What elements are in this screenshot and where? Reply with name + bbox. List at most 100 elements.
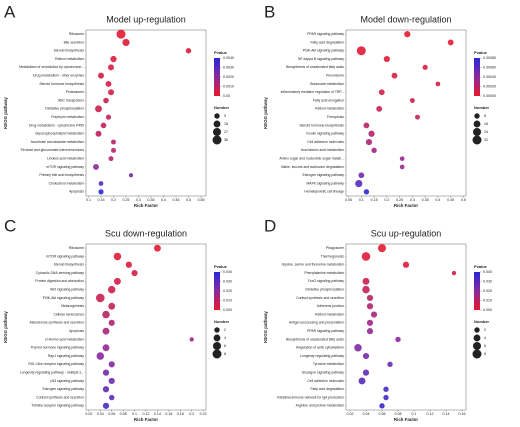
bubble: [363, 189, 370, 195]
size-legend-label: 2: [484, 328, 486, 332]
bubble: [108, 361, 115, 368]
category-label: Arachidonic acid metabolism: [301, 148, 344, 152]
colorbar-tick-label: 0.0040: [223, 56, 234, 60]
x-tick-label: 0.14: [443, 412, 450, 416]
bubble: [108, 64, 114, 71]
category-label: Linoleic acid metabolism: [47, 157, 84, 161]
category-label: Glycine, serine and threonine metabolism: [282, 263, 345, 267]
panel: C Scu down-regulation 0.02 0.04 0.06 0.08 0.1 0…: [3, 216, 232, 422]
colorbar-tick-label: 0.000: [483, 308, 492, 312]
x-tick-label: 0.35: [422, 198, 429, 202]
category-label: Intestinal immune network for IgA produc…: [277, 395, 344, 399]
category-label: Glucagon signaling pathway: [302, 371, 345, 375]
x-tick-label: 0.04: [363, 412, 370, 416]
bubble: [105, 114, 112, 120]
colorbar-tick-label: 0.030: [483, 279, 492, 283]
bubble: [95, 130, 102, 137]
colorbar-tick-label: 0.010: [223, 298, 232, 302]
category-label: Retinol metabolism: [315, 107, 344, 111]
category-label: Thermogenesis: [321, 254, 345, 258]
category-label: Valine, leucine and isoleucine degradati…: [281, 165, 344, 169]
category-label: Apoptosis: [69, 329, 84, 333]
category-label: Cholesterol metabolism: [49, 181, 85, 185]
bubble: [111, 139, 116, 145]
colorbar-tick-label: 0.0010: [223, 84, 234, 88]
category-label: Cell adhesion molecules: [307, 140, 344, 144]
category-label: Cortisol synthesis and secretion: [36, 395, 84, 399]
category-label: Insulin signaling pathway: [306, 132, 344, 136]
colorbar-tick-label: 0.00080: [483, 56, 496, 60]
category-label: Oxidative phosphorylation: [45, 107, 84, 111]
y-axis-label: KEGG pathway: [3, 311, 8, 343]
x-tick-label: 0.4: [161, 198, 166, 202]
bubble: [355, 179, 363, 188]
bubble: [96, 352, 105, 360]
plot-frame: [345, 29, 467, 197]
colorbar-tick-label: 0.00020: [483, 84, 496, 88]
bubble: [399, 156, 405, 161]
x-tick-label: 0.1: [412, 412, 417, 416]
size-legend-title: Number: [474, 105, 490, 110]
bubble: [93, 163, 99, 170]
bubble: [102, 402, 110, 409]
bubble: [368, 130, 375, 137]
category-label: Peroxisome: [326, 74, 344, 78]
bubble: [96, 293, 105, 303]
category-label: Retinol metabolism: [55, 57, 84, 61]
bubble: [371, 147, 377, 154]
colorbar-tick-label: 0.020: [483, 289, 492, 293]
x-tick-label: 0.05: [345, 198, 352, 202]
plot-frame: [85, 243, 207, 411]
bubble: [379, 403, 385, 409]
category-label: Pentose and glucuronate interconversions: [21, 148, 85, 152]
colorbar: [474, 272, 480, 310]
bubble: [366, 319, 374, 326]
bubble: [361, 252, 371, 261]
bubble: [102, 386, 110, 393]
size-legend-title: Number: [214, 319, 230, 324]
size-legend-label: 16: [484, 122, 488, 126]
x-tick-label: 0.25: [123, 198, 130, 202]
size-legend-label: 8: [484, 352, 486, 356]
bubble: [107, 285, 116, 294]
x-tick-label: 0.2: [111, 198, 116, 202]
category-label: Protein digestion and absorption: [35, 279, 84, 283]
size-legend-label: 4: [484, 336, 486, 340]
bubble: [356, 46, 366, 56]
category-label: Regulation of actin cytoskeleton: [296, 346, 344, 350]
size-legend-marker: [472, 341, 482, 351]
category-label: mTOR signaling pathway: [46, 254, 84, 258]
plot-frame: [345, 243, 467, 411]
category-label: Butanoate metabolism: [310, 82, 344, 86]
x-tick-label: 0.45: [173, 198, 180, 202]
x-tick-label: 0.45: [447, 198, 454, 202]
category-label: Antigen processing and presentation: [289, 321, 344, 325]
category-label: Cellular senescence: [53, 312, 84, 316]
chart-title: Model down-regulation: [360, 14, 451, 24]
x-tick-label: 0.22: [200, 412, 207, 416]
bubble: [98, 72, 104, 79]
size-legend-label: 6: [484, 344, 486, 348]
bubble: [365, 138, 373, 146]
size-legend-label: 9: [224, 114, 226, 118]
bubble: [108, 302, 116, 310]
x-tick-label: 0.08: [395, 412, 402, 416]
size-legend-marker: [212, 135, 222, 145]
x-tick-label: 0.18: [177, 412, 184, 416]
chart-title: Scu down-regulation: [105, 228, 187, 238]
bubble: [100, 122, 107, 129]
x-tick-label: 0.02: [347, 412, 354, 416]
size-legend-marker: [212, 349, 222, 359]
bubble: [108, 377, 115, 385]
colorbar-tick-label: 0.040: [223, 270, 232, 274]
x-tick-label: 0.04: [97, 412, 104, 416]
x-tick-label: 0.25: [396, 198, 403, 202]
category-label: Retinol metabolism: [315, 312, 344, 316]
size-legend-label: 32: [484, 138, 488, 142]
size-legend-label: 4: [224, 336, 226, 340]
panel-letter: B: [264, 2, 275, 21]
category-label: Biosynthesis of unsaturated fatty acids: [286, 337, 344, 341]
bubble: [366, 294, 374, 302]
chart-title: Model up-regulation: [106, 14, 186, 24]
category-label: Steroid hormone biosynthesis: [299, 123, 344, 127]
